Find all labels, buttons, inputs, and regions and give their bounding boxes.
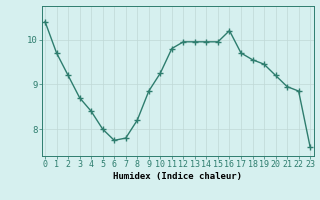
X-axis label: Humidex (Indice chaleur): Humidex (Indice chaleur): [113, 172, 242, 181]
